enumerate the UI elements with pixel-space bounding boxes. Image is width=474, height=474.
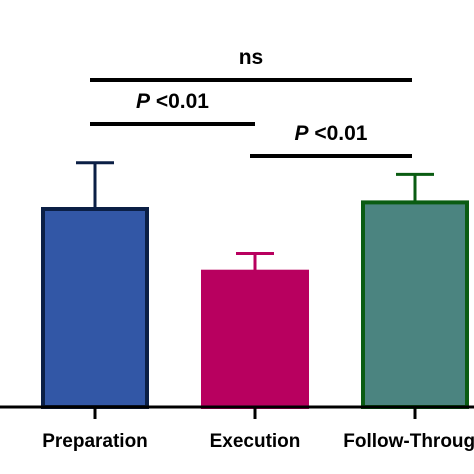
- p-symbol: P: [295, 122, 310, 145]
- significance-annotations: nsP <0.01P <0.01: [90, 46, 412, 158]
- x-tick-label-1: Execution: [210, 431, 301, 452]
- significance-label-1: P <0.01: [136, 90, 209, 113]
- bars: [41, 161, 469, 410]
- x-tick-label-0: Preparation: [42, 431, 148, 452]
- p-symbol: P: [136, 90, 151, 113]
- p-value: <0.01: [309, 122, 368, 145]
- bar-execution: [201, 269, 309, 410]
- bar-preparation: [41, 207, 149, 409]
- p-value: <0.01: [150, 90, 209, 113]
- bar-follow-through: [361, 200, 469, 409]
- significance-label-2: P <0.01: [295, 122, 368, 145]
- x-tick-label-2: Follow-Through: [343, 431, 474, 452]
- significance-label-0: ns: [239, 46, 264, 69]
- x-axis: Preparation Execution Follow-Through: [0, 405, 474, 452]
